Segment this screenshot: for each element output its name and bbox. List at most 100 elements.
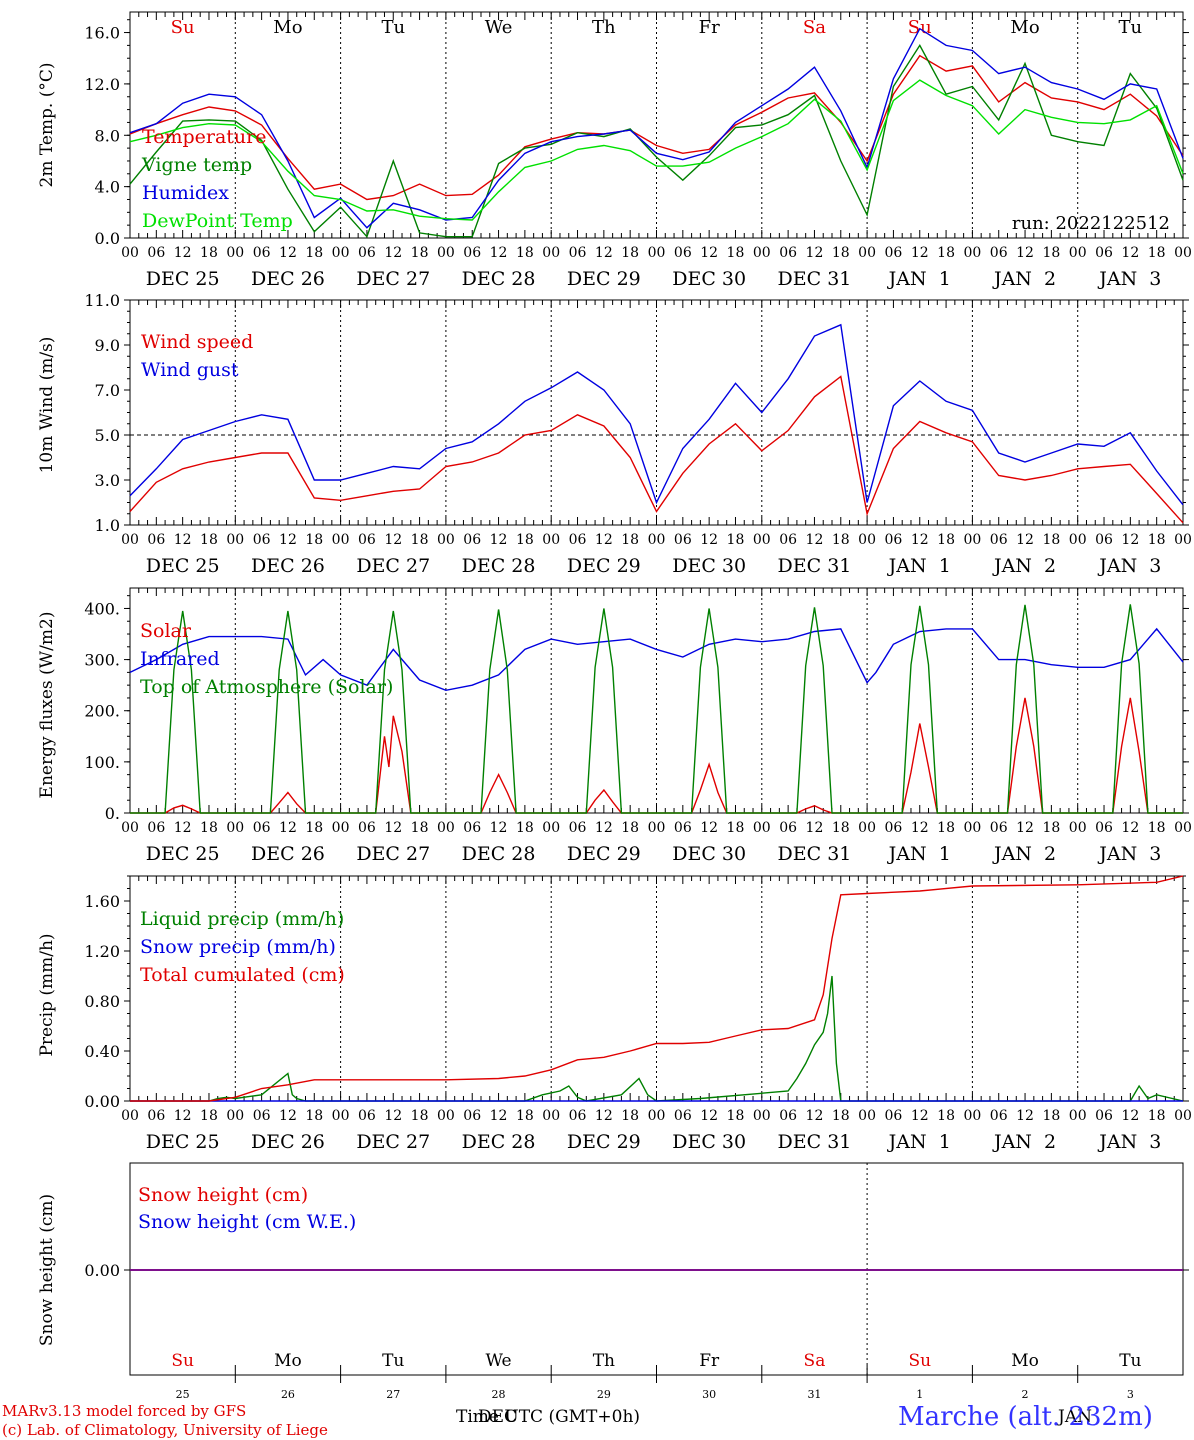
y-tick-label: 400. [84, 599, 120, 618]
y-tick-label: 0. [105, 804, 120, 823]
date-label: DEC 25 [146, 555, 220, 577]
hour-tick-label: 00 [226, 245, 244, 261]
date-label: DEC 27 [356, 268, 430, 290]
hour-tick-label: 00 [963, 532, 981, 548]
date-label: JAN 2 [992, 268, 1056, 290]
hour-tick-label: 00 [437, 532, 455, 548]
hour-tick-label: 00 [648, 1108, 666, 1124]
series-line-infrared [129, 627, 1184, 692]
hour-tick-label: 12 [490, 1108, 508, 1124]
day-number-label: 31 [807, 1388, 821, 1401]
hour-tick-label: 00 [858, 820, 876, 836]
hour-tick-label: 06 [1095, 820, 1113, 836]
hour-tick-label: 18 [727, 1108, 745, 1124]
hour-tick-label: 06 [885, 820, 903, 836]
y-axis-label: Snow height (cm) [37, 1194, 57, 1346]
hour-tick-label: 18 [1148, 820, 1166, 836]
hour-tick-label: 06 [779, 1108, 797, 1124]
hour-tick-label: 06 [569, 532, 587, 548]
hour-tick-label: 12 [1016, 1108, 1034, 1124]
hour-tick-label: 18 [1148, 245, 1166, 261]
y-tick-label: 1.20 [84, 942, 120, 961]
hour-tick-label: 06 [358, 820, 376, 836]
legend-entry-2: Snow height (cm W.E.) [138, 1211, 356, 1233]
hour-tick-label: 06 [463, 245, 481, 261]
weekday-label: Su [171, 17, 195, 38]
hour-tick-label: 12 [700, 245, 718, 261]
panel-5: Su Mo Tu We Th Fr Sa Su Mo Tu 25 26 27 28 29 30 31 1 2 3 0.0… [37, 1162, 1189, 1401]
date-label: JAN 3 [1097, 843, 1161, 865]
date-label: JAN 3 [1097, 268, 1161, 290]
date-label: DEC 28 [462, 268, 536, 290]
hour-tick-label: 00 [1069, 532, 1087, 548]
date-label: JAN 3 [1097, 555, 1161, 577]
hour-tick-label: 12 [174, 1108, 192, 1124]
hour-tick-label: 12 [279, 532, 297, 548]
hour-tick-label: 12 [384, 1108, 402, 1124]
weekday-label: Mo [1011, 1351, 1039, 1371]
hour-tick-label: 06 [569, 820, 587, 836]
hour-tick-label: 00 [332, 1108, 350, 1124]
hour-tick-label: 12 [595, 1108, 613, 1124]
hour-tick-label: 00 [226, 532, 244, 548]
hour-tick-label: 18 [200, 1108, 218, 1124]
hour-tick-label: 00 [1069, 820, 1087, 836]
hour-tick-label: 12 [1121, 820, 1139, 836]
hour-tick-label: 00 [332, 245, 350, 261]
hour-tick-label: 00 [121, 532, 139, 548]
overlapping-month-jan: JAN [1058, 1407, 1092, 1427]
hour-tick-label: 12 [384, 820, 402, 836]
hour-tick-label: 00 [1174, 820, 1192, 836]
hour-tick-label: 12 [174, 532, 192, 548]
time-axis-label: Time UTC (GMT+0h) [456, 1407, 641, 1427]
weekday-label: Tu [382, 1351, 404, 1371]
weekday-label: Sa [804, 1351, 826, 1371]
y-tick-label: 16.0 [84, 24, 120, 43]
series-line-total-cumulated-cm- [130, 875, 1184, 1102]
y-tick-label: 0.0 [95, 229, 120, 248]
y-tick-label: 1.0 [95, 516, 120, 535]
series-line-wind-gust [129, 323, 1184, 506]
legend-entry-1: Wind speed [141, 331, 253, 353]
weekday-label: Su [908, 1351, 931, 1371]
y-tick-label: 0.40 [84, 1042, 120, 1061]
overlapping-month-dec: DEC [478, 1407, 518, 1427]
hour-tick-label: 18 [621, 1108, 639, 1124]
y-axis-label: 2m Temp. (°C) [37, 62, 57, 187]
hour-tick-label: 18 [937, 1108, 955, 1124]
hour-tick-label: 06 [779, 820, 797, 836]
hour-tick-label: 00 [753, 245, 771, 261]
hour-tick-label: 00 [753, 532, 771, 548]
hour-tick-label: 18 [937, 532, 955, 548]
hour-tick-label: 12 [911, 820, 929, 836]
hour-tick-label: 00 [437, 820, 455, 836]
hour-tick-label: 12 [490, 820, 508, 836]
weekday-label: Tu [1119, 17, 1143, 38]
hour-tick-label: 18 [832, 245, 850, 261]
legend-entry-4: DewPoint Temp [142, 210, 293, 232]
hour-tick-label: 18 [727, 532, 745, 548]
hour-tick-label: 00 [963, 820, 981, 836]
date-label: JAN 1 [887, 555, 951, 577]
hour-tick-label: 06 [779, 245, 797, 261]
hour-tick-label: 18 [937, 820, 955, 836]
hour-tick-label: 12 [1016, 245, 1034, 261]
hour-tick-label: 18 [1042, 1108, 1060, 1124]
y-axis-label: Energy fluxes (W/m2) [37, 612, 57, 799]
date-label: DEC 30 [672, 843, 746, 865]
hour-tick-label: 06 [358, 532, 376, 548]
day-number-label: 2 [1022, 1388, 1029, 1401]
date-label: DEC 26 [251, 843, 325, 865]
hour-tick-label: 18 [305, 245, 323, 261]
hour-tick-label: 12 [384, 245, 402, 261]
hour-tick-label: 18 [200, 245, 218, 261]
hour-tick-label: 06 [569, 245, 587, 261]
series-line-temperature [129, 54, 1184, 201]
series-line-humidex [129, 27, 1184, 229]
legend-entry-2: Infrared [140, 648, 220, 670]
date-label: DEC 31 [778, 843, 852, 865]
weekday-label: Th [592, 17, 616, 38]
series-line-solar [130, 697, 1183, 814]
hour-tick-label: 12 [279, 1108, 297, 1124]
hour-tick-label: 12 [700, 532, 718, 548]
